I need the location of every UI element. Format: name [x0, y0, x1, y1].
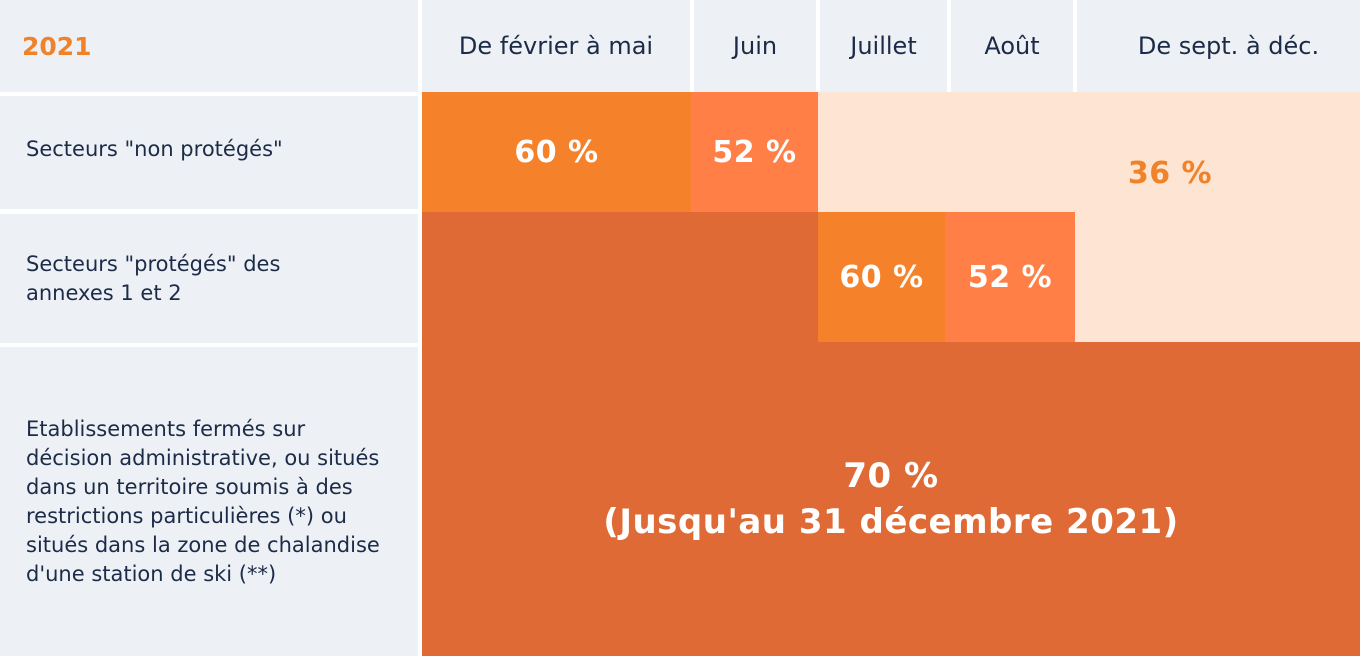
value-non-proteges-july-dec: 36 % — [1127, 155, 1213, 191]
value-fermes-70: 70 % (Jusqu'au 31 décembre 2021) — [422, 342, 1360, 656]
pale-block-proteges-sept-dec — [1075, 212, 1360, 342]
column-header-sept-dec: De sept. à déc. — [1077, 0, 1360, 92]
value-non-proteges-june: 52 % — [691, 92, 818, 212]
column-header-july: Juillet — [820, 0, 947, 92]
row-label-text: Secteurs "protégés" des annexes 1 et 2 — [26, 251, 281, 305]
row-label-text: Secteurs "non protégés" — [26, 137, 283, 161]
pale-block-non-proteges — [818, 92, 1360, 212]
row-label-fermes: Etablissements fermés sur décision admin… — [0, 347, 418, 656]
value-non-proteges-feb-may: 60 % — [422, 92, 691, 212]
column-header-feb-may: De février à mai — [422, 0, 690, 92]
value-fermes-rate: 70 % — [843, 456, 939, 496]
row-label-proteges: Secteurs "protégés" des annexes 1 et 2 — [0, 214, 418, 343]
row-label-text: Etablissements fermés sur décision admin… — [26, 416, 380, 586]
column-header-june: Juin — [694, 0, 816, 92]
value-fermes-until: (Jusqu'au 31 décembre 2021) — [603, 502, 1179, 542]
column-header-august: Août — [951, 0, 1073, 92]
row-label-non-proteges: Secteurs "non protégés" — [0, 96, 418, 209]
value-proteges-july: 60 % — [818, 212, 945, 342]
value-proteges-august: 52 % — [945, 212, 1075, 342]
year-header: 2021 — [0, 0, 418, 92]
